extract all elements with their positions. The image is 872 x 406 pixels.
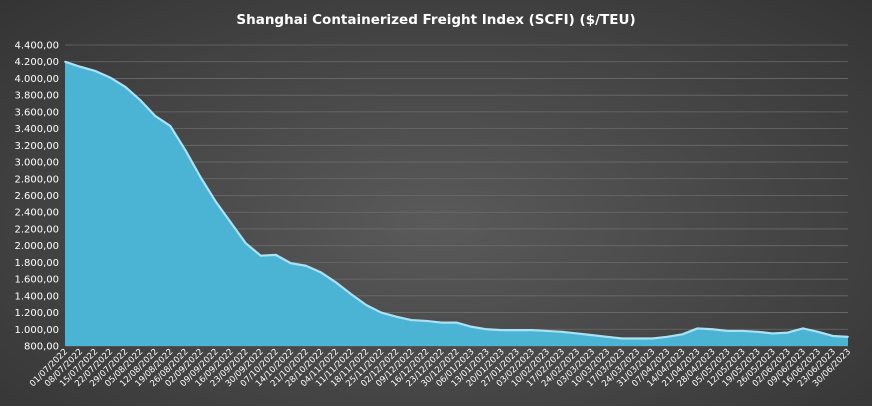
data-point [124, 85, 127, 88]
data-point [229, 221, 232, 224]
data-point [425, 320, 428, 322]
y-tick-label: 1.600,00 [14, 275, 59, 286]
data-point [500, 329, 503, 332]
data-point [756, 330, 759, 333]
data-point [109, 76, 112, 79]
data-point [561, 330, 563, 333]
data-point [515, 329, 518, 332]
y-tick-label: 3.600,00 [14, 107, 59, 118]
data-point [244, 242, 247, 245]
data-point [666, 335, 669, 338]
data-point [289, 262, 292, 265]
y-tick-label: 1.200,00 [14, 308, 59, 319]
series-area [65, 61, 848, 346]
y-tick-label: 3.000,00 [14, 158, 59, 169]
data-point [395, 315, 398, 318]
data-point [274, 253, 277, 256]
data-point [786, 331, 789, 334]
data-point [410, 319, 413, 321]
data-point [711, 328, 714, 331]
data-point [79, 65, 81, 68]
y-tick-label: 1.400,00 [14, 291, 59, 302]
y-tick-label: 3.800,00 [14, 91, 59, 102]
data-point [606, 335, 608, 338]
data-point [576, 332, 578, 335]
y-tick-label: 2.600,00 [14, 191, 59, 202]
data-point [470, 325, 473, 328]
y-tick-label: 3.400,00 [14, 124, 59, 135]
y-tick-label: 4.400,00 [14, 41, 59, 52]
y-tick-label: 2.000,00 [14, 241, 59, 252]
data-point [335, 281, 337, 284]
data-point [184, 149, 187, 152]
data-point [365, 304, 368, 306]
data-point [455, 321, 458, 324]
data-point [259, 254, 262, 257]
y-axis-ticks: 800,00 1.000,00 1.200,00 1.400,00 1.600,00 1.… [14, 41, 59, 353]
data-point [139, 99, 142, 102]
y-tick-label: 4.200,00 [14, 57, 59, 68]
data-point [591, 334, 593, 337]
y-tick-label: 3.200,00 [14, 141, 59, 152]
data-point [199, 176, 202, 179]
data-point [832, 335, 834, 337]
x-axis-ticks: 01/07/202208/07/202215/07/202222/07/2022… [28, 347, 853, 389]
data-point [380, 311, 383, 314]
data-point [154, 115, 157, 117]
data-point [816, 330, 819, 333]
y-tick-label: 4.000,00 [14, 74, 59, 85]
data-point [320, 271, 322, 274]
y-tick-label: 1.000,00 [14, 325, 59, 336]
data-point [94, 70, 97, 72]
data-point [651, 337, 654, 340]
data-point [350, 293, 352, 296]
data-point [440, 321, 443, 324]
data-point [696, 327, 699, 330]
data-point [530, 329, 533, 332]
y-tick-label: 2.400,00 [14, 208, 59, 219]
data-point [741, 330, 744, 332]
data-point [169, 125, 172, 128]
data-point [485, 328, 488, 331]
data-point [801, 327, 804, 330]
data-point [64, 60, 66, 63]
chart-title: Shanghai Containerized Freight Index (SC… [236, 12, 635, 28]
plot-area [64, 60, 849, 346]
data-point [726, 330, 729, 332]
y-tick-label: 2.800,00 [14, 174, 59, 185]
data-point [214, 200, 217, 203]
y-tick-label: 800,00 [24, 342, 59, 353]
data-point [621, 337, 624, 340]
y-tick-label: 1.800,00 [14, 258, 59, 269]
data-point [847, 335, 849, 338]
y-tick-label: 2.200,00 [14, 224, 59, 235]
data-point [681, 333, 684, 336]
data-point [771, 332, 774, 335]
data-point [545, 330, 548, 332]
data-point [636, 337, 639, 340]
data-point [305, 264, 307, 267]
